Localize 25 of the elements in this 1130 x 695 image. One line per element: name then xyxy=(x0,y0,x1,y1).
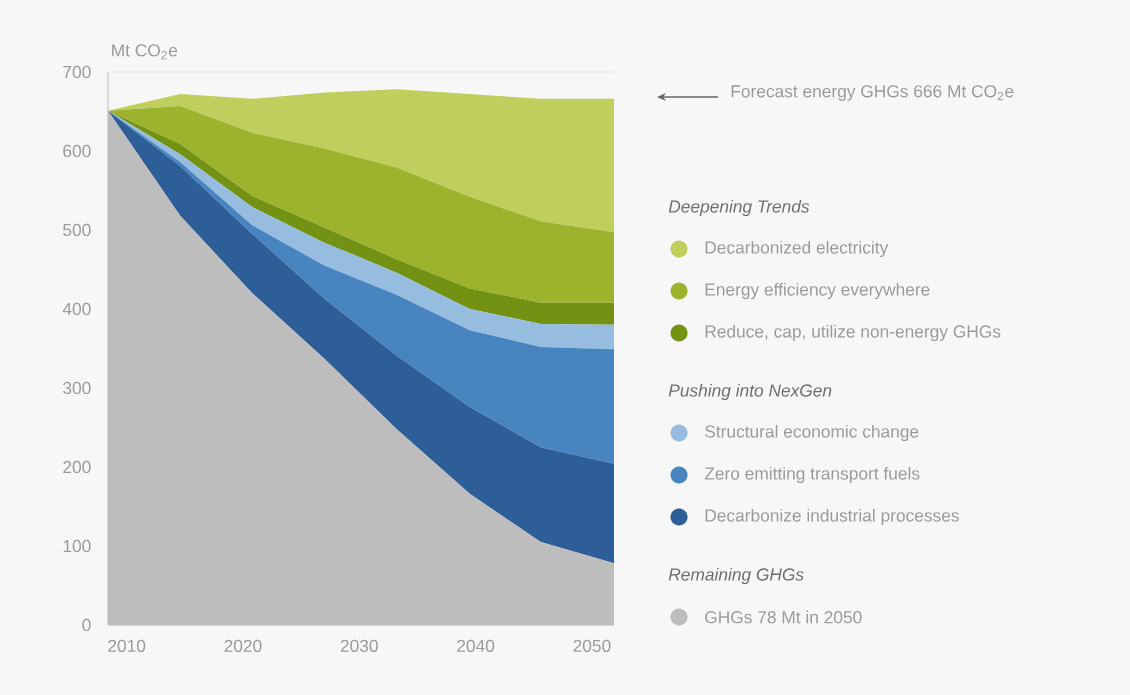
x-tick-label: 2010 xyxy=(108,639,146,652)
legend-label: Decarbonize industrial processes xyxy=(705,508,959,526)
y-tick-label: 100 xyxy=(63,539,91,553)
legend-label: Zero emitting transport fuels xyxy=(704,466,920,484)
text: Pushing into NexGen xyxy=(668,383,832,401)
x-tick-label: 2050 xyxy=(573,639,611,652)
y-tick-label: 400 xyxy=(62,302,91,316)
legend-label: Decarbonized electricity xyxy=(705,240,889,258)
y-tick-label: 500 xyxy=(63,223,91,237)
y-axis-title: Mt CO$_{2}$e xyxy=(112,44,178,60)
legend-label: GHGs 78 Mt in 2050 xyxy=(705,610,862,624)
y-tick-label: 600 xyxy=(63,144,91,158)
x-tick-label: 2020 xyxy=(224,639,262,652)
legend-label: Energy efficiency everywhere xyxy=(705,282,930,300)
text: Deepening Trends xyxy=(668,199,810,217)
legend-label: Reduce, cap, utilize non-energy GHGs xyxy=(705,324,1001,342)
y-tick-label: 0 xyxy=(82,618,91,632)
x-tick-label: 2040 xyxy=(457,639,495,652)
text: Remaining GHGs xyxy=(668,567,804,585)
x-tick-label: 2030 xyxy=(340,639,378,652)
y-tick-label: 700 xyxy=(63,65,91,79)
y-tick-label: 300 xyxy=(63,381,91,395)
text: Forecast energy GHGs 666 Mt CO$_{2}$e xyxy=(731,85,1014,101)
legend-label: Structural economic change xyxy=(705,424,919,442)
y-tick-label: 200 xyxy=(63,460,91,474)
